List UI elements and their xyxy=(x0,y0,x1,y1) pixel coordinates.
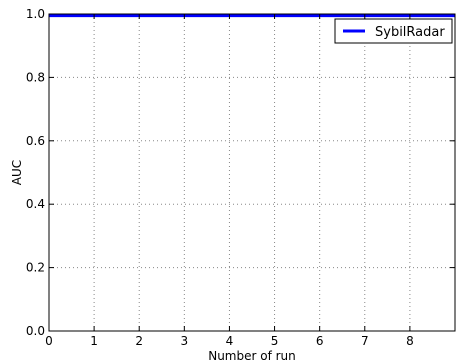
y-tick-label-0: 0.0 xyxy=(26,324,45,338)
grid-lines xyxy=(49,14,455,331)
x-axis-ticks: 0 1 2 3 4 5 6 7 8 xyxy=(45,14,414,348)
x-axis-label: Number of run xyxy=(208,349,296,363)
y-tick-label-4: 0.8 xyxy=(26,70,45,84)
x-tick-label-4: 4 xyxy=(226,334,234,348)
y-axis-ticks: 0.0 0.2 0.4 0.6 0.8 1.0 xyxy=(26,7,455,338)
y-tick-label-5: 1.0 xyxy=(26,7,45,21)
x-tick-label-2: 2 xyxy=(135,334,143,348)
y-axis-label: AUC xyxy=(10,160,24,185)
x-tick-label-6: 6 xyxy=(316,334,324,348)
x-tick-label-5: 5 xyxy=(271,334,279,348)
plot-area-frame xyxy=(48,13,456,332)
legend: SybilRadar xyxy=(334,18,453,44)
x-tick-label-1: 1 xyxy=(90,334,98,348)
x-tick-label-0: 0 xyxy=(45,334,53,348)
x-tick-label-8: 8 xyxy=(406,334,414,348)
x-tick-label-3: 3 xyxy=(181,334,189,348)
x-tick-label-7: 7 xyxy=(361,334,369,348)
y-tick-label-1: 0.2 xyxy=(26,261,45,275)
y-tick-label-2: 0.4 xyxy=(26,197,45,211)
legend-label-sybilradar: SybilRadar xyxy=(375,25,445,40)
y-tick-label-3: 0.6 xyxy=(26,134,45,148)
